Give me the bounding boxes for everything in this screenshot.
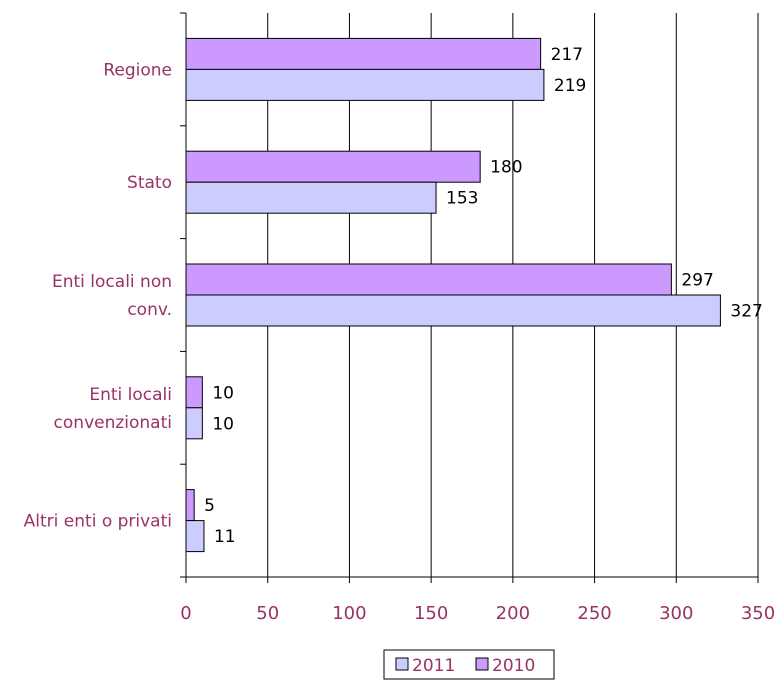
value-label-stato-2010: 180	[490, 158, 522, 178]
legend-box	[383, 649, 555, 680]
value-label-altri-enti-o-privati-2011: 11	[214, 527, 236, 547]
legend-label-2010: 2010	[492, 656, 535, 676]
value-label-enti-locali-convenzionati-2010: 10	[212, 383, 234, 403]
bar-altri-enti-o-privati-2011	[185, 520, 205, 553]
x-tick-labels: 0 50 100 150 200 250 300 350	[180, 603, 775, 624]
value-label-enti-locali-non-conv-2010: 297	[681, 271, 713, 291]
x-tick-label-100: 100	[332, 603, 366, 624]
category-label-regione: Regione	[103, 60, 172, 80]
axes	[180, 12, 759, 583]
category-labels: Regione Stato Enti locali non conv. Enti loc…	[24, 60, 172, 531]
bar-altri-enti-o-privati-2010	[185, 489, 195, 522]
x-tick-label-50: 50	[256, 603, 279, 624]
bar-regione-2011	[185, 68, 545, 101]
category-label-altri-enti-o-privati: Altri enti o privati	[24, 512, 172, 532]
bar-enti-locali-convenzionati-2010	[185, 376, 203, 409]
bar-enti-locali-non-conv-2011	[185, 294, 721, 327]
bar-stato-2010	[185, 150, 481, 183]
bars	[185, 37, 721, 553]
category-label-enti-locali-non-conv: Enti locali non conv.	[52, 272, 172, 320]
value-label-enti-locali-convenzionati-2011: 10	[212, 414, 234, 434]
bar-stato-2011	[185, 181, 437, 214]
value-labels: 217 219 180 153 297 327 10 10 5 11	[204, 45, 763, 547]
legend: 2011 2010	[383, 649, 555, 680]
category-label-stato: Stato	[127, 173, 172, 193]
bar-enti-locali-convenzionati-2011	[185, 407, 203, 440]
x-tick-label-0: 0	[180, 603, 191, 624]
value-label-enti-locali-non-conv-2011: 327	[730, 302, 762, 322]
legend-label-2011: 2011	[412, 656, 455, 676]
x-tick-label-150: 150	[414, 603, 448, 624]
x-tick-label-200: 200	[496, 603, 530, 624]
x-tick-label-250: 250	[577, 603, 611, 624]
x-tick-label-350: 350	[741, 603, 775, 624]
x-tick-label-300: 300	[659, 603, 693, 624]
bar-regione-2010	[185, 37, 542, 70]
legend-swatch-2011	[395, 657, 409, 671]
legend-swatch-2010	[475, 657, 489, 671]
value-label-altri-enti-o-privati-2010: 5	[204, 496, 215, 516]
bar-enti-locali-non-conv-2010	[185, 263, 672, 296]
category-label-enti-locali-convenzionati: Enti locali convenzionati	[54, 385, 172, 433]
value-label-stato-2011: 153	[446, 189, 478, 209]
value-label-regione-2010: 217	[551, 45, 583, 65]
value-label-regione-2011: 219	[554, 76, 586, 96]
